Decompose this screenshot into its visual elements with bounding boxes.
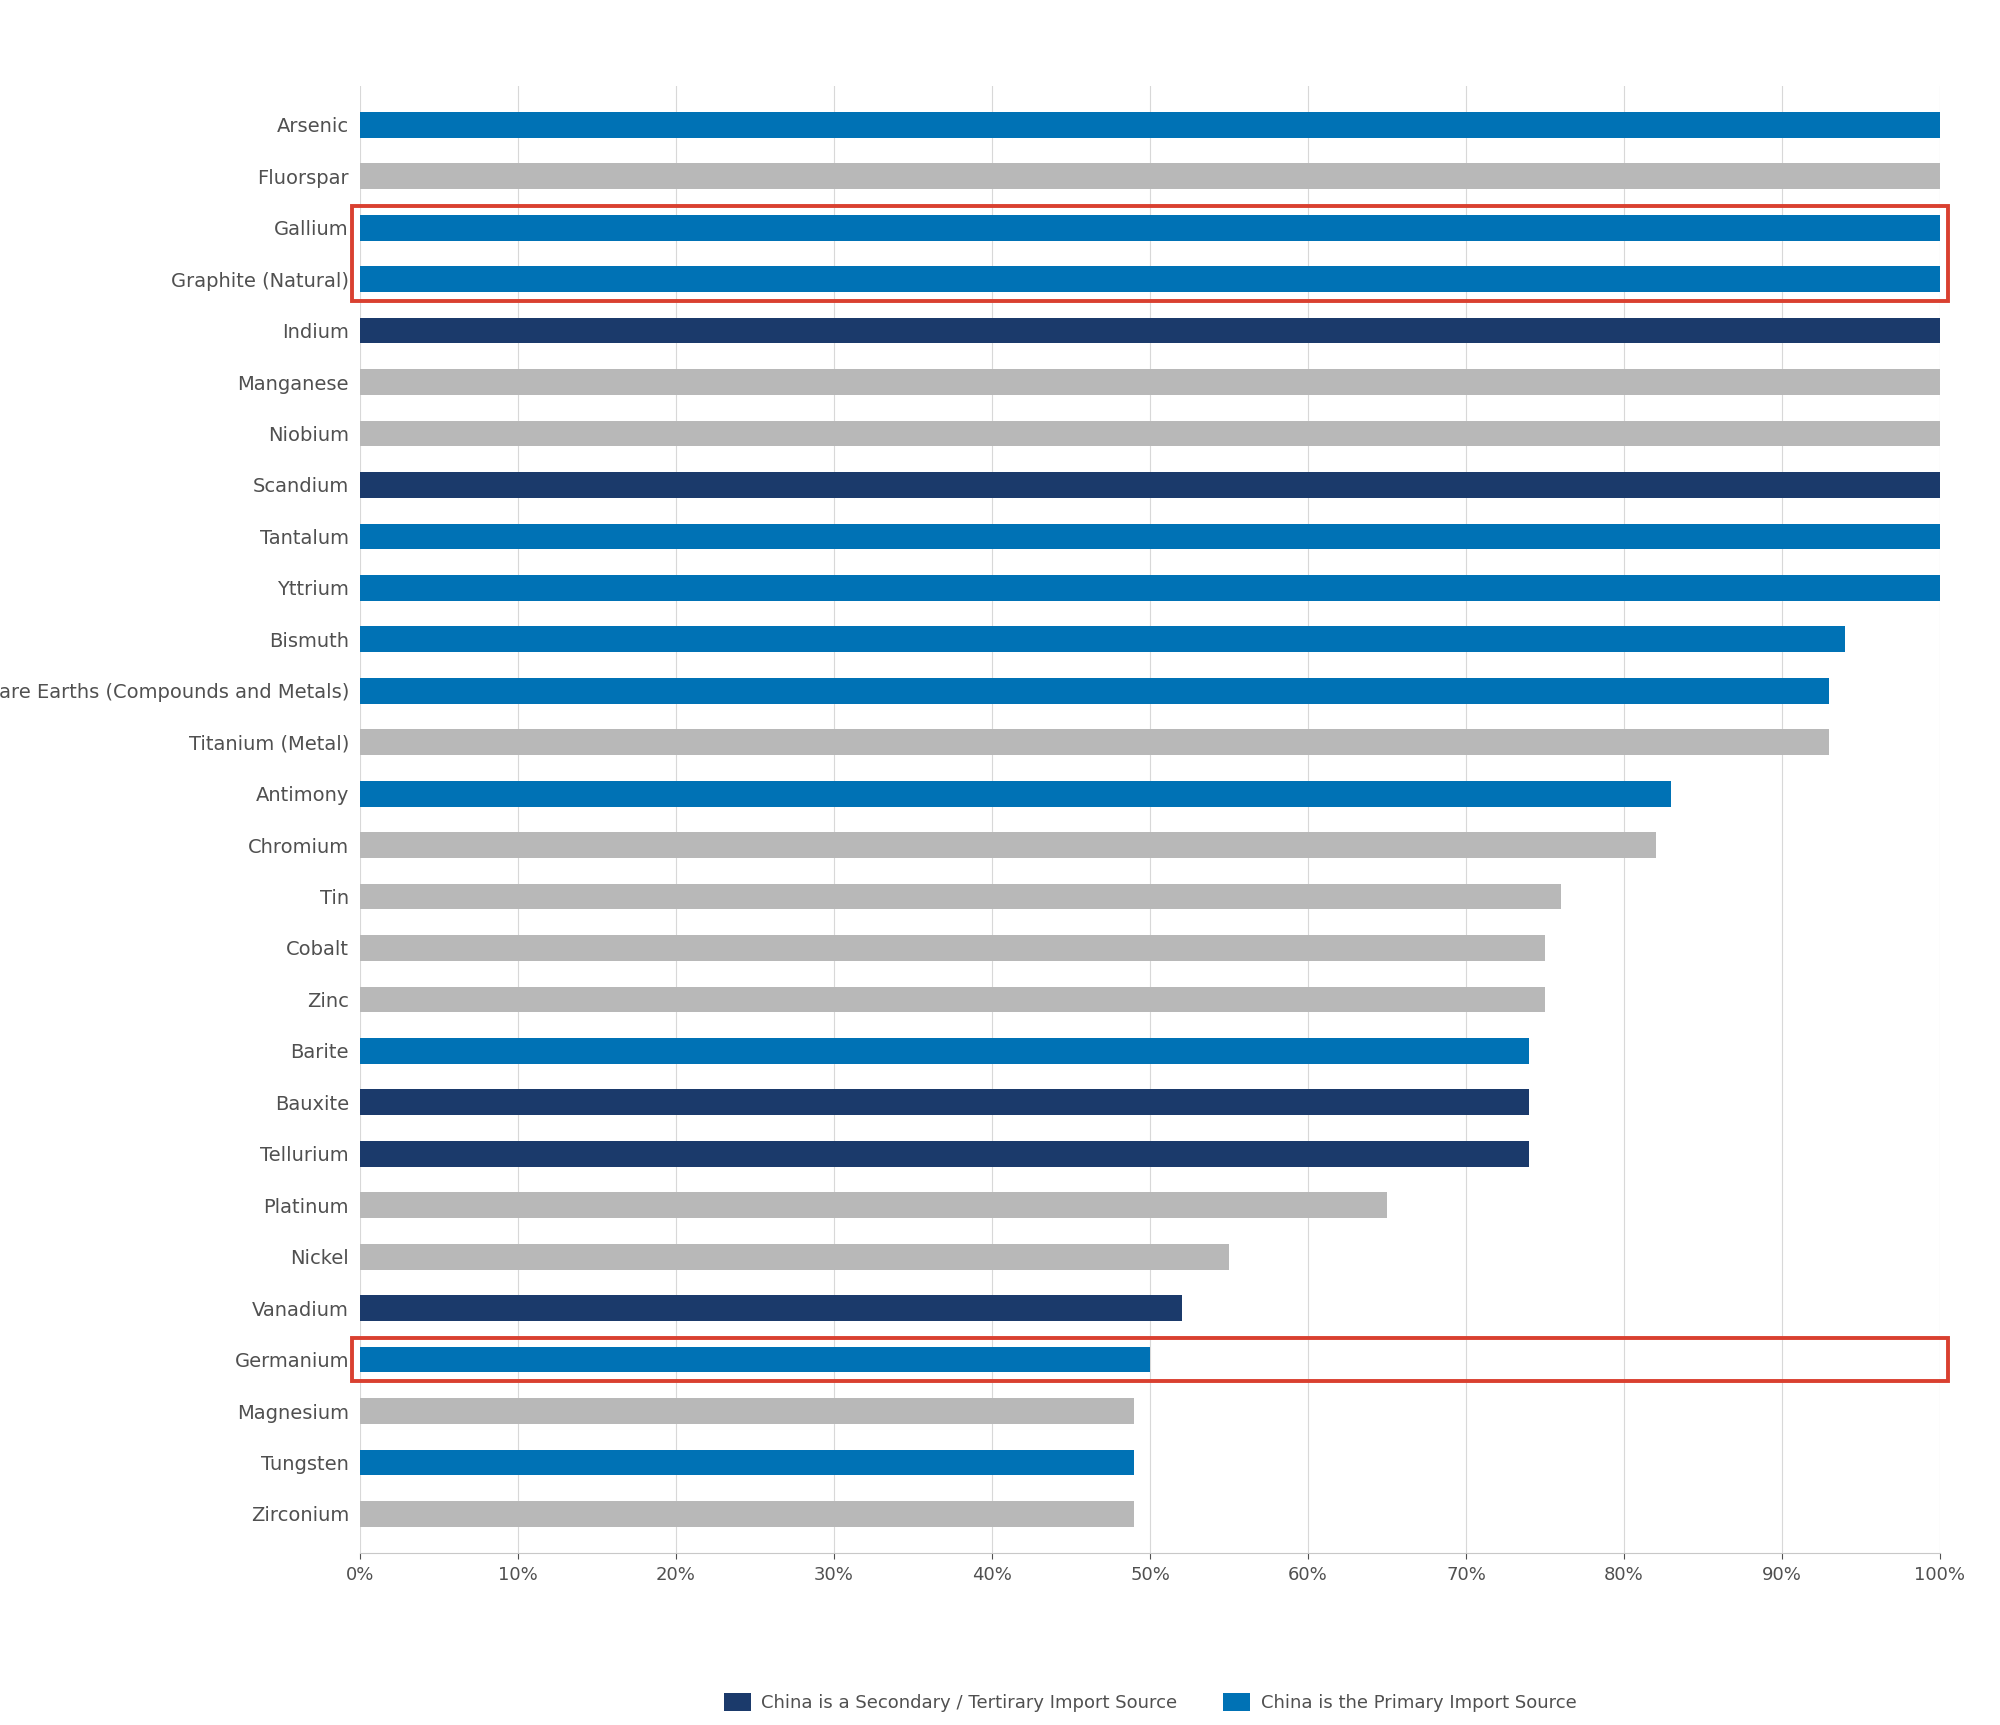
Bar — [360, 1038, 1530, 1064]
Bar — [360, 369, 1940, 395]
Bar — [360, 626, 1846, 652]
Bar — [360, 1501, 1134, 1527]
Bar — [360, 112, 1940, 138]
Bar — [360, 574, 1940, 600]
Bar — [360, 883, 1560, 909]
Bar — [360, 1449, 1134, 1475]
Bar — [360, 1090, 1530, 1114]
Bar — [360, 1140, 1530, 1166]
Bar — [360, 1399, 1134, 1423]
Bar — [360, 164, 1940, 190]
Bar — [360, 730, 1830, 756]
Bar — [360, 831, 1656, 857]
Legend: China is a Secondary / Tertirary Import Source, China is the Primary Import Sour: China is a Secondary / Tertirary Import … — [724, 1692, 1576, 1713]
Bar — [360, 678, 1830, 704]
Bar — [360, 317, 1940, 343]
Bar — [360, 421, 1940, 447]
Bar — [360, 1244, 1228, 1270]
Bar — [360, 1295, 1182, 1321]
Bar — [360, 987, 1544, 1013]
Bar — [360, 935, 1544, 961]
Bar — [360, 216, 1940, 240]
Bar — [360, 473, 1940, 499]
Bar — [360, 266, 1940, 292]
Bar — [360, 781, 1672, 807]
Bar — [360, 1192, 1388, 1218]
Bar — [360, 1347, 1150, 1373]
Bar — [360, 524, 1940, 549]
